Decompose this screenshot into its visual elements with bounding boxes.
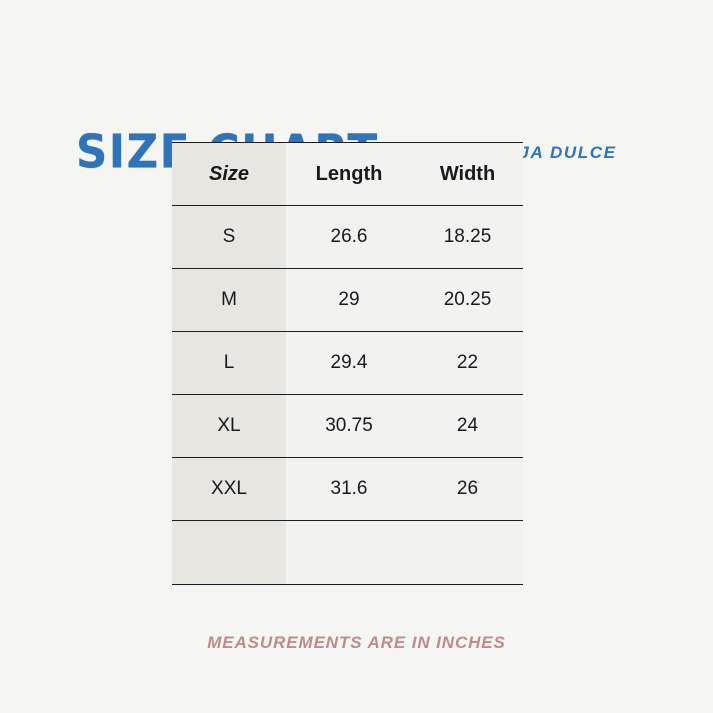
cell-length: 29.4 [286,331,412,395]
size-table: Size Length Width S 26.6 18.25 M 29 20.2… [172,142,523,585]
cell-length: 29 [286,268,412,332]
table-row: M 29 20.25 [172,268,523,332]
table-row: XL 30.75 24 [172,394,523,458]
cell-length [286,520,412,585]
cell-length: 31.6 [286,457,412,521]
cell-size: M [172,268,286,332]
table-row: S 26.6 18.25 [172,205,523,269]
measurement-units-note: MEASUREMENTS ARE IN INCHES [207,633,506,652]
cell-size: XXL [172,457,286,521]
table-header: Size Length Width [172,142,523,206]
cell-size: L [172,331,286,395]
cell-width: 22 [412,331,523,395]
cell-size [172,520,286,585]
cell-width: 26 [412,457,523,521]
chart-header: SIZE CHART NARANJA DULCE [0,62,713,178]
column-header-length: Length [286,142,412,206]
cell-length: 30.75 [286,394,412,458]
cell-width: 20.25 [412,268,523,332]
table-row: XXL 31.6 26 [172,457,523,521]
size-table-container: Size Length Width S 26.6 18.25 M 29 20.2… [172,142,523,585]
table-row-empty [172,520,523,585]
cell-width: 18.25 [412,205,523,269]
column-header-size: Size [172,142,286,206]
cell-width [412,520,523,585]
cell-width: 24 [412,394,523,458]
cell-size: XL [172,394,286,458]
table-body: S 26.6 18.25 M 29 20.25 L 29.4 22 XL 30.… [172,205,523,585]
column-header-width: Width [412,142,523,206]
cell-length: 26.6 [286,205,412,269]
table-row: L 29.4 22 [172,331,523,395]
table-header-row: Size Length Width [172,142,523,206]
cell-size: S [172,205,286,269]
